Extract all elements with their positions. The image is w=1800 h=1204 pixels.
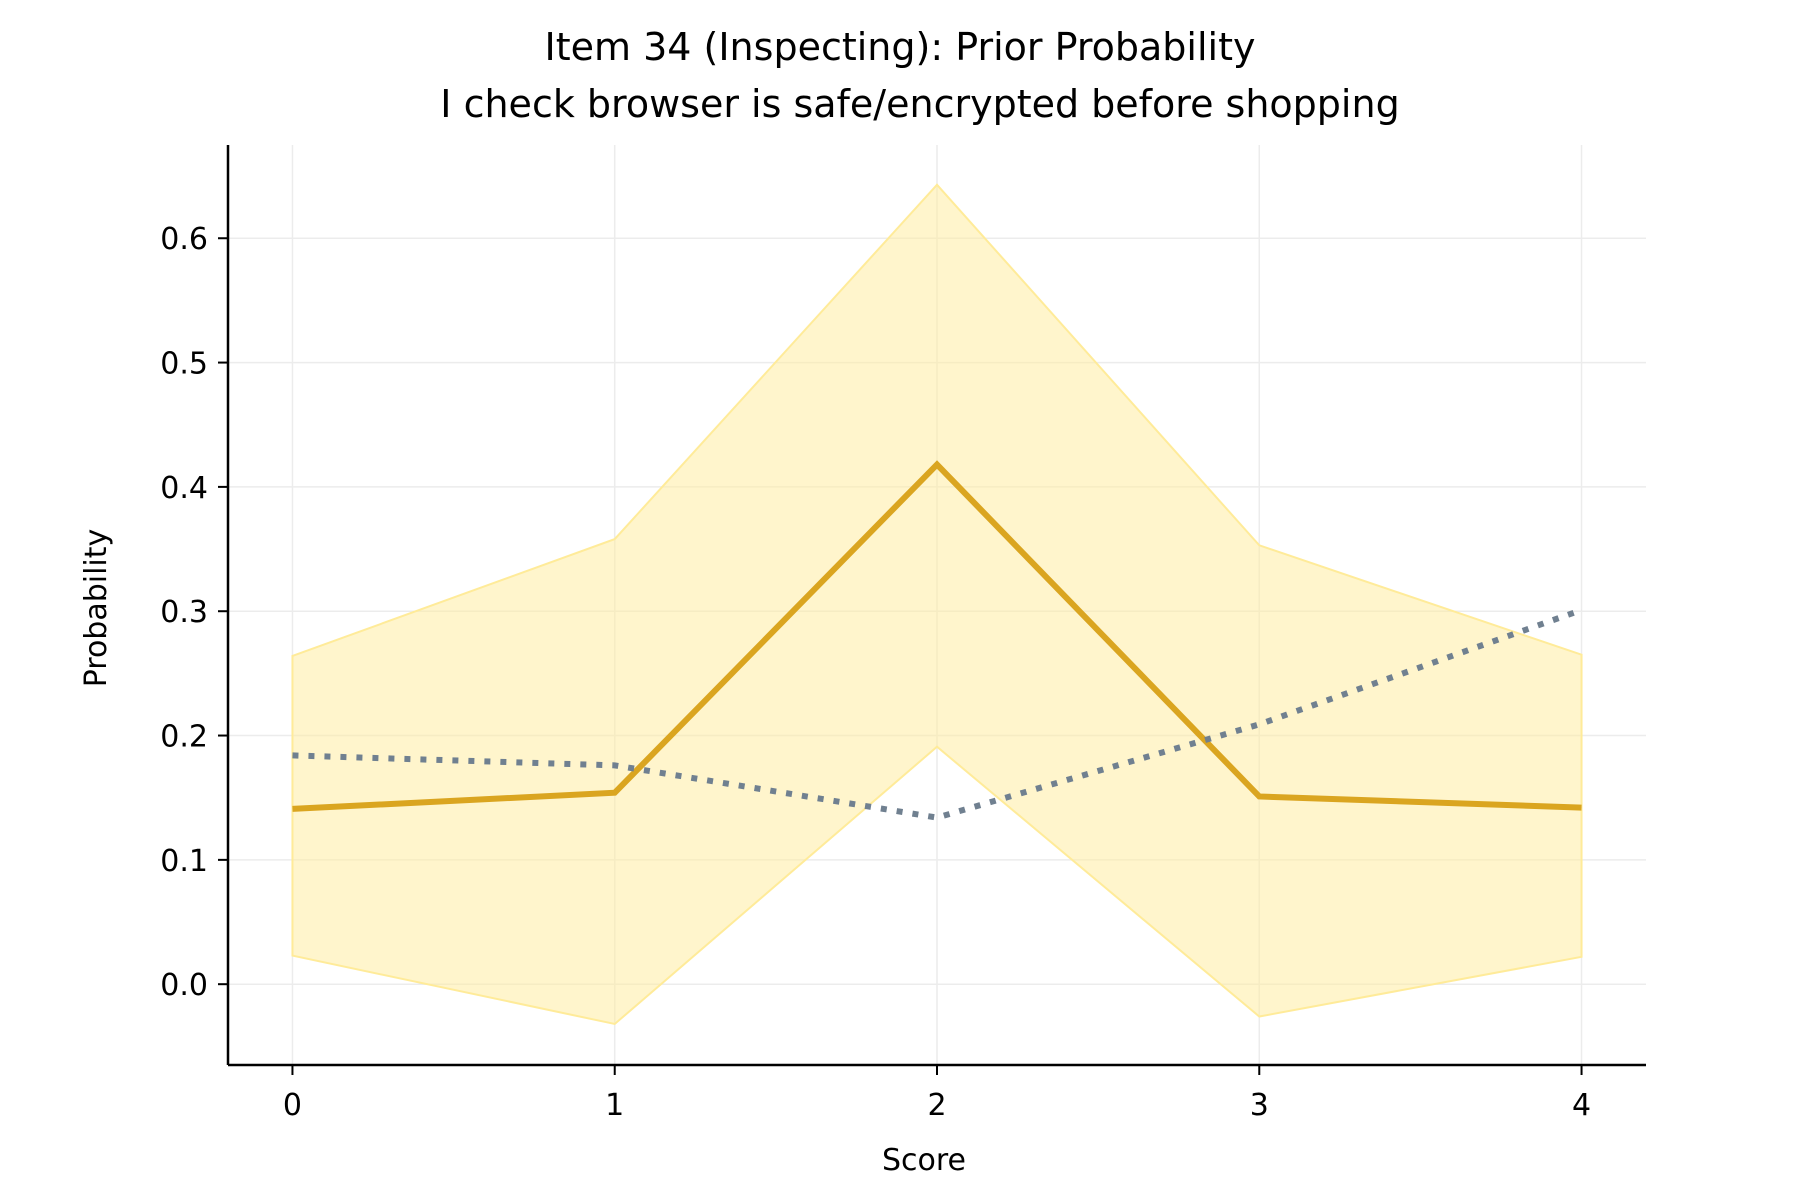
x-tick-label-2: 2 [927, 1088, 946, 1123]
y-tick-label-5: 0.5 [160, 347, 208, 382]
y-tick-label-6: 0.6 [160, 222, 208, 257]
y-axis-label: Probability [79, 529, 114, 688]
x-tick-label-0: 0 [283, 1088, 302, 1123]
chart-title: Item 34 (Inspecting): Prior Probability [545, 25, 1256, 69]
y-tick-label-0: 0.0 [160, 968, 208, 1003]
x-tick-label-1: 1 [605, 1088, 624, 1123]
y-tick-label-3: 0.3 [160, 595, 208, 630]
chart-subtitle: I check browser is safe/encrypted before… [440, 82, 1399, 126]
x-tick-label-3: 3 [1250, 1088, 1269, 1123]
y-tick-label-2: 0.2 [160, 720, 208, 755]
y-tick-label-1: 0.1 [160, 844, 208, 879]
x-axis-label: Score [882, 1143, 966, 1178]
y-tick-label-4: 0.4 [160, 471, 208, 506]
x-tick-label-4: 4 [1572, 1088, 1591, 1123]
